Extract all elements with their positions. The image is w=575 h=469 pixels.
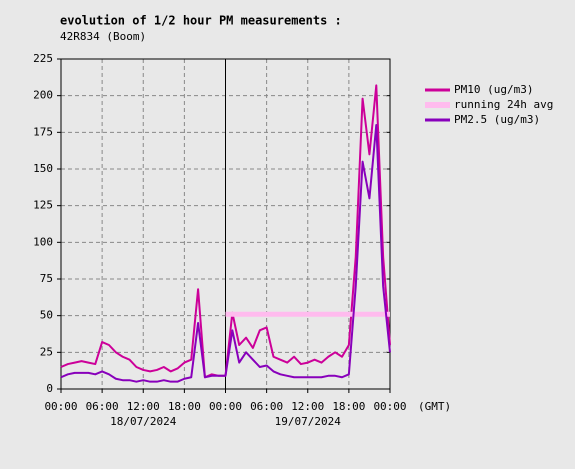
y-tick-label: 75: [40, 272, 53, 285]
x-tick-label: 12:00: [127, 400, 160, 413]
x-tick-label: 18:00: [168, 400, 201, 413]
x-date-label: 18/07/2024: [110, 415, 177, 428]
y-tick-label: 150: [33, 162, 53, 175]
y-tick-label: 175: [33, 125, 53, 138]
x-tick-label: 00:00: [373, 400, 406, 413]
series-line: [60, 124, 391, 383]
chart-subtitle: 42R834 (Boom): [60, 30, 146, 43]
chart-title: evolution of 1/2 hour PM measurements :: [60, 14, 342, 28]
x-tick-label: 06:00: [250, 400, 283, 413]
y-tick-label: 125: [33, 199, 53, 212]
y-tick-label: 0: [46, 382, 53, 395]
x-tick-label: 06:00: [86, 400, 119, 413]
legend-label: PM2.5 (ug/m3): [454, 113, 540, 126]
x-date-label: 19/07/2024: [275, 415, 342, 428]
y-tick-label: 100: [33, 235, 53, 248]
plot-frame: [60, 58, 391, 390]
x-unit-label: (GMT): [418, 400, 451, 413]
legend-label: PM10 (ug/m3): [454, 83, 533, 96]
y-tick-label: 200: [33, 89, 53, 102]
x-tick-label: 00:00: [44, 400, 77, 413]
y-tick-label: 25: [40, 345, 53, 358]
y-tick-label: 50: [40, 309, 53, 322]
y-tick-label: 225: [33, 52, 53, 65]
x-tick-label: 12:00: [291, 400, 324, 413]
legend-label: running 24h avg: [454, 98, 553, 111]
x-tick-label: 00:00: [209, 400, 242, 413]
x-tick-label: 18:00: [332, 400, 365, 413]
